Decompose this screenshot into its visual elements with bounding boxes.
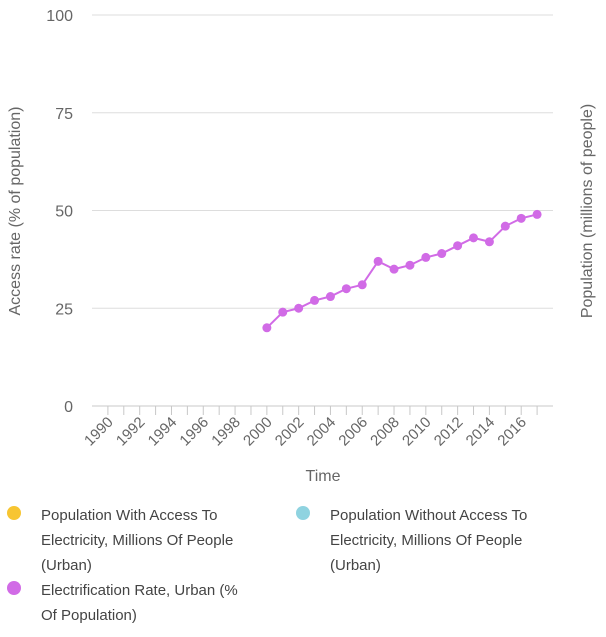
data-point[interactable] — [310, 295, 320, 305]
legend-item-electrification-rate-urban[interactable]: Electrification Rate, Urban (% Of Popula… — [7, 578, 238, 628]
y-tick-label: 25 — [55, 301, 73, 318]
x-axis — [92, 405, 553, 415]
legend-label-line: Population Without Access To — [330, 507, 528, 524]
data-point[interactable] — [532, 209, 542, 219]
series-group — [262, 209, 542, 333]
y-tick-label: 0 — [64, 399, 73, 416]
x-tick-label: 1990 — [81, 414, 117, 450]
gridlines — [92, 14, 553, 309]
data-point[interactable] — [341, 284, 351, 294]
legend-label-line: Electricity, Millions Of People — [41, 532, 234, 549]
data-point[interactable] — [437, 249, 447, 259]
series-line — [266, 213, 538, 329]
x-tick-label: 1992 — [113, 414, 149, 450]
legend-label-line: Electrification Rate, Urban (% — [41, 582, 238, 599]
data-point[interactable] — [405, 260, 415, 270]
y-tick-label: 75 — [55, 106, 73, 123]
x-axis-title: Time — [306, 468, 341, 485]
x-tick-label: 2000 — [240, 414, 276, 450]
data-point[interactable] — [500, 221, 510, 231]
legend-swatch-icon — [7, 581, 21, 595]
data-point[interactable] — [325, 292, 335, 302]
data-point[interactable] — [469, 233, 479, 243]
y-tick-label: 50 — [55, 204, 73, 221]
legend-label-line: (Urban) — [41, 557, 92, 574]
legend-item-population-without-access[interactable]: Population Without Access To Electricity… — [296, 503, 527, 578]
x-tick-label: 1994 — [145, 414, 181, 450]
x-tick-label: 2012 — [431, 414, 467, 450]
x-tick-label: 2008 — [367, 414, 403, 450]
y-axis-ticks: 100 75 50 25 0 — [46, 8, 73, 416]
x-tick-label: 2002 — [272, 414, 308, 450]
data-point[interactable] — [453, 241, 463, 251]
data-point[interactable] — [484, 237, 494, 247]
x-tick-label: 2010 — [399, 414, 435, 450]
x-axis-ticks: 1990199219941996199820002002200420062008… — [81, 414, 530, 450]
data-point[interactable] — [421, 252, 431, 262]
legend-label: Electrification Rate, Urban (% Of Popula… — [41, 578, 238, 628]
data-point[interactable] — [516, 213, 526, 223]
legend-swatch-icon — [7, 506, 21, 520]
x-tick-label: 2004 — [304, 414, 340, 450]
data-point[interactable] — [278, 307, 288, 317]
legend-label-line: Of Population) — [41, 607, 137, 624]
y-tick-label: 100 — [46, 8, 73, 25]
x-tick-label: 2014 — [463, 414, 499, 450]
legend-swatch-icon — [296, 506, 310, 520]
x-tick-label: 2016 — [494, 414, 530, 450]
data-point[interactable] — [294, 303, 304, 313]
data-point[interactable] — [373, 256, 383, 266]
data-point[interactable] — [262, 323, 272, 333]
legend-label: Population Without Access To Electricity… — [330, 503, 527, 578]
y-axis-title-right: Population (millions of people) — [579, 104, 596, 318]
y-axis-title-left: Access rate (% of population) — [7, 107, 24, 316]
x-tick-label: 2006 — [335, 414, 371, 450]
x-tick-label: 1998 — [208, 414, 244, 450]
legend-label-line: (Urban) — [330, 557, 381, 574]
x-tick-label: 1996 — [176, 414, 212, 450]
legend-label-line: Population With Access To — [41, 507, 218, 524]
legend-label: Population With Access To Electricity, M… — [41, 503, 233, 578]
legend-item-population-with-access[interactable]: Population With Access To Electricity, M… — [7, 503, 233, 578]
data-point[interactable] — [357, 280, 367, 290]
data-point[interactable] — [389, 264, 399, 274]
legend-label-line: Electricity, Millions Of People — [330, 532, 523, 549]
